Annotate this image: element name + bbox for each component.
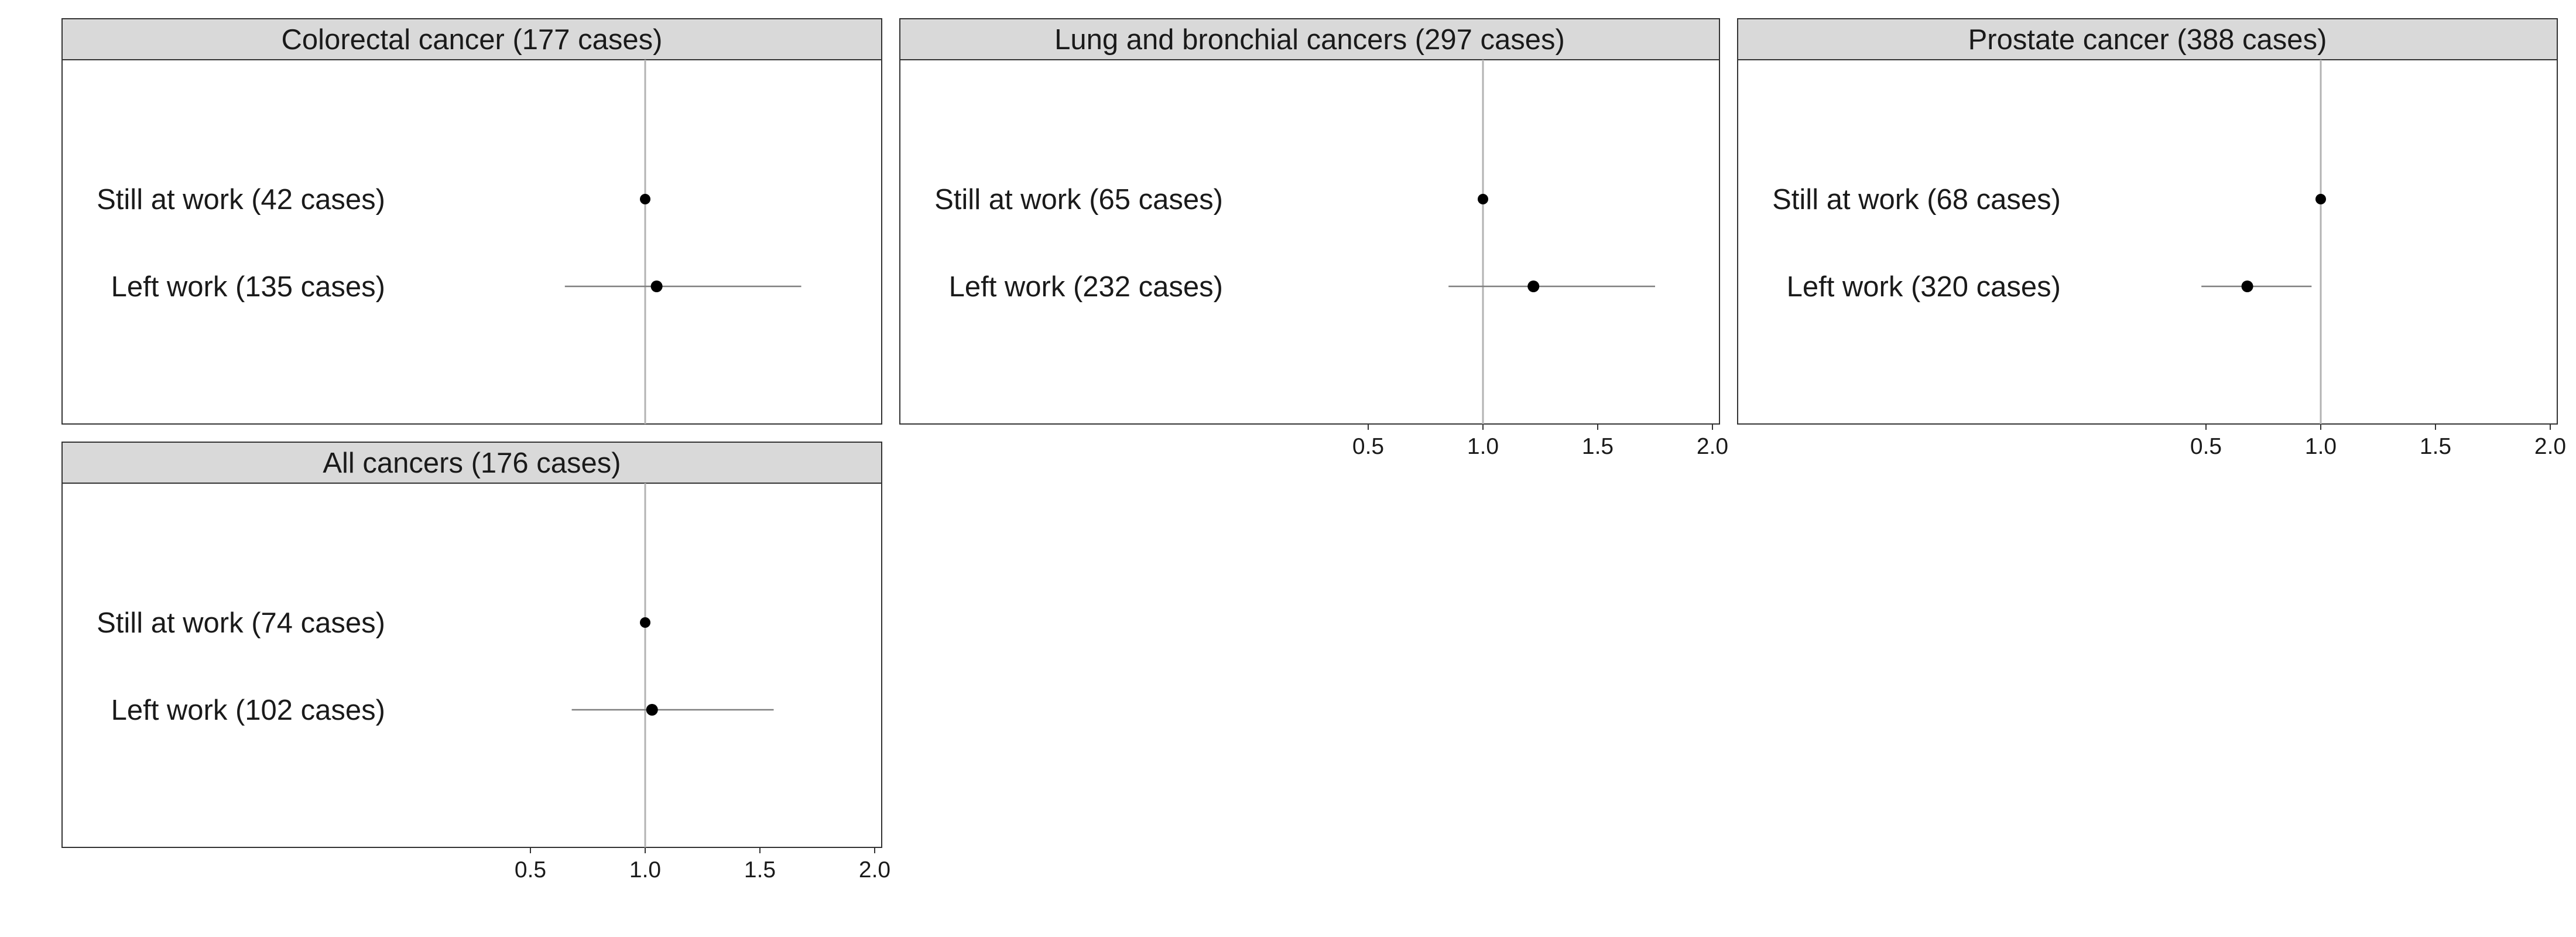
- point-estimate: [2315, 194, 2326, 204]
- x-tick-label: 1.0: [629, 857, 661, 883]
- forest-panel: Colorectal cancer (177 cases) Still at wo…: [61, 18, 882, 425]
- x-tick-label: 1.5: [744, 857, 776, 883]
- row-label: Left work (102 cases): [111, 695, 385, 726]
- point-estimate: [646, 704, 658, 716]
- forest-panel: All cancers (176 cases) Still at work (74…: [61, 442, 890, 883]
- row-label: Left work (232 cases): [949, 271, 1223, 303]
- point-estimate: [640, 617, 650, 628]
- x-tick-label: 2.0: [1697, 434, 1728, 459]
- panel-title: All cancers (176 cases): [323, 447, 621, 479]
- point-estimate: [1478, 194, 1488, 204]
- panel-title: Prostate cancer (388 cases): [1968, 24, 2327, 56]
- panel-strip: [61, 442, 882, 484]
- x-tick-label: 2.0: [859, 857, 890, 883]
- panel-strip: [61, 18, 882, 60]
- point-estimate: [650, 281, 663, 292]
- x-tick-label: 1.5: [1582, 434, 1614, 459]
- panel-strip: [1737, 18, 2558, 60]
- x-tick-label: 0.5: [2190, 434, 2222, 459]
- panel-plot-area: [61, 59, 882, 425]
- row-label: Left work (320 cases): [1787, 271, 2061, 303]
- row-label: Still at work (74 cases): [97, 607, 385, 639]
- panel-plot-area: [61, 483, 882, 848]
- panel-title: Colorectal cancer (177 cases): [282, 24, 663, 56]
- panel-strip: [899, 18, 1720, 60]
- point-estimate: [1527, 281, 1540, 292]
- x-tick-label: 0.5: [1352, 434, 1384, 459]
- row-label: Still at work (65 cases): [934, 184, 1223, 216]
- x-tick-label: 1.0: [2305, 434, 2337, 459]
- x-tick-label: 1.0: [1467, 434, 1499, 459]
- panel-title: Lung and bronchial cancers (297 cases): [1054, 24, 1565, 56]
- row-label: Left work (135 cases): [111, 271, 385, 303]
- panel-plot-area: [899, 59, 1720, 425]
- forest-panel: Prostate cancer (388 cases) Still at work…: [1737, 18, 2566, 459]
- panel-plot-area: [1737, 59, 2558, 425]
- x-tick-label: 0.5: [515, 857, 546, 883]
- forest-panel: Lung and bronchial cancers (297 cases) St…: [899, 18, 1728, 459]
- x-tick-label: 2.0: [2534, 434, 2566, 459]
- row-label: Still at work (68 cases): [1772, 184, 2061, 216]
- row-label: Still at work (42 cases): [97, 184, 385, 216]
- point-estimate: [640, 194, 650, 204]
- point-estimate: [2241, 281, 2253, 292]
- x-tick-label: 1.5: [2420, 434, 2451, 459]
